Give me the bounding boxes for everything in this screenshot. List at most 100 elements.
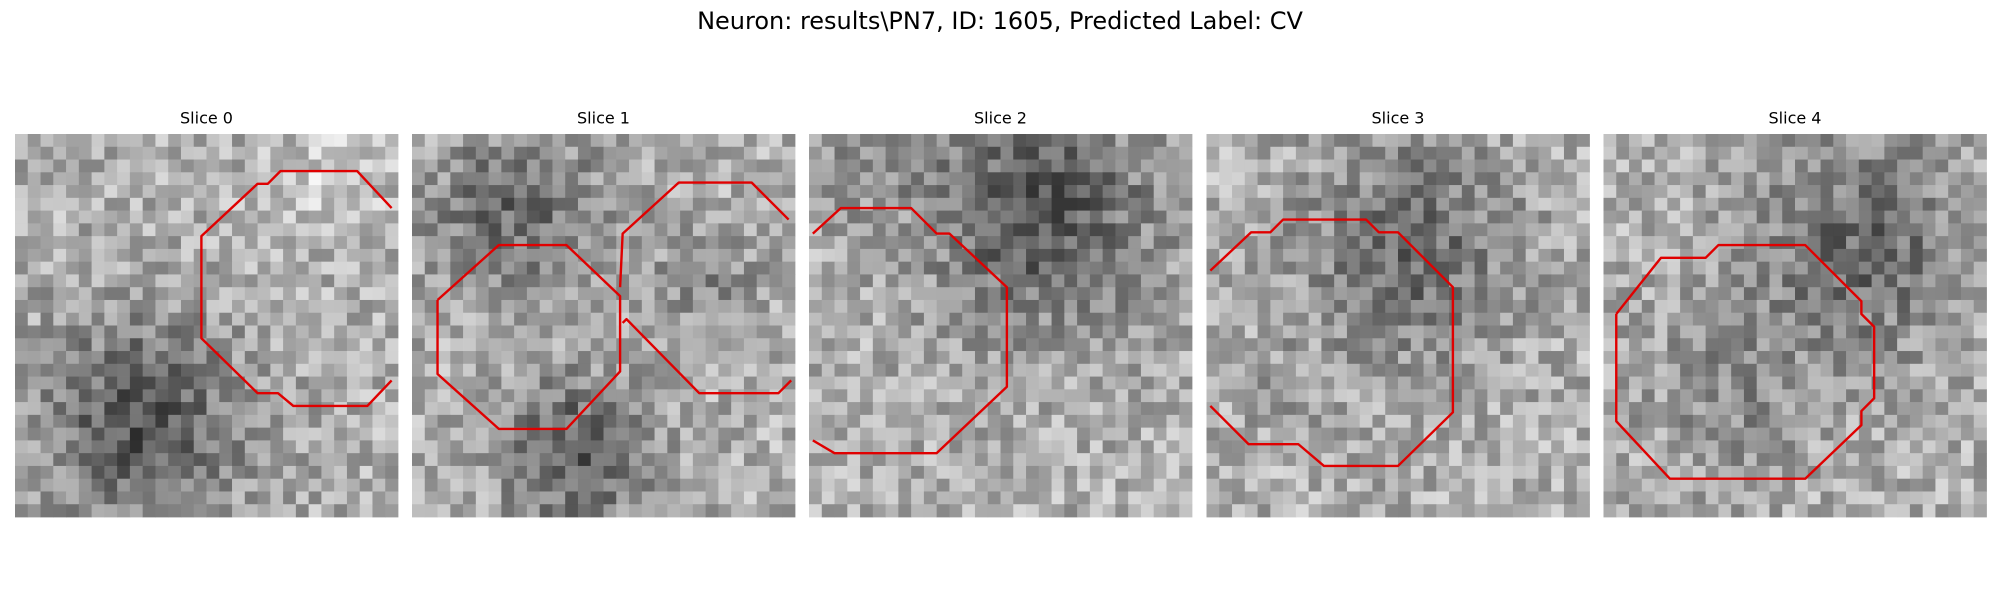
- pixel: [949, 465, 963, 480]
- pixel: [1089, 248, 1104, 263]
- pixel: [1884, 146, 1898, 160]
- pixel: [78, 478, 92, 492]
- pixel: [847, 440, 861, 454]
- pixel: [321, 223, 335, 237]
- pixel: [1525, 351, 1539, 365]
- pixel: [334, 325, 348, 339]
- pixel: [180, 363, 195, 377]
- pixel: [1576, 312, 1590, 326]
- pixel: [1743, 402, 1758, 416]
- pixel: [1603, 351, 1617, 365]
- pixel: [1833, 146, 1847, 160]
- pixel: [1064, 504, 1078, 518]
- pixel: [1563, 363, 1578, 377]
- pixel: [1153, 172, 1167, 186]
- pixel: [680, 491, 694, 505]
- pixel: [1743, 197, 1758, 211]
- pixel: [1718, 299, 1732, 314]
- pixel: [1038, 414, 1052, 429]
- pixel: [463, 389, 477, 403]
- pixel: [834, 210, 848, 224]
- pixel: [437, 210, 451, 224]
- pixel: [1820, 427, 1834, 441]
- pixel: [1206, 453, 1220, 467]
- pixel: [437, 299, 451, 314]
- pixel: [475, 440, 489, 454]
- pixel: [15, 453, 29, 467]
- pixel: [987, 440, 1001, 454]
- pixel: [847, 491, 861, 505]
- pixel: [1935, 159, 1949, 173]
- pixel: [1820, 299, 1834, 314]
- pixel: [743, 440, 758, 454]
- pixel: [1257, 287, 1271, 301]
- pixel: [1500, 210, 1514, 224]
- pixel: [232, 402, 246, 416]
- pixel: [1500, 223, 1514, 237]
- pixel: [1731, 414, 1745, 429]
- pixel: [1153, 146, 1167, 160]
- pixel: [629, 478, 643, 492]
- pixel: [962, 325, 976, 339]
- pixel: [206, 440, 220, 454]
- pixel: [1909, 389, 1924, 403]
- pixel: [244, 402, 258, 416]
- pixel: [718, 402, 732, 416]
- pixel: [1551, 427, 1565, 441]
- pixel: [743, 146, 758, 160]
- pixel: [283, 159, 297, 173]
- slice-image: [1206, 134, 1590, 518]
- pixel: [1000, 465, 1014, 480]
- pixel: [1807, 440, 1821, 454]
- pixel: [206, 376, 220, 390]
- pixel: [1449, 185, 1463, 199]
- pixel: [1449, 210, 1463, 224]
- pixel: [1487, 134, 1501, 148]
- pixel: [1629, 261, 1643, 275]
- pixel: [424, 338, 438, 352]
- pixel: [334, 389, 348, 403]
- pixel: [1385, 274, 1399, 288]
- pixel: [1026, 299, 1040, 314]
- pixel: [1140, 363, 1155, 377]
- pixel: [1283, 159, 1297, 173]
- pixel: [104, 325, 118, 339]
- pixel: [809, 414, 823, 429]
- pixel: [1731, 491, 1745, 505]
- pixel: [1372, 402, 1386, 416]
- pixel: [1960, 185, 1975, 199]
- pixel: [1641, 261, 1655, 275]
- pixel: [206, 453, 220, 467]
- pixel: [1153, 402, 1167, 416]
- pixel: [1654, 338, 1668, 352]
- pixel: [1449, 440, 1463, 454]
- pixel: [1692, 351, 1707, 365]
- pixel: [1140, 299, 1155, 314]
- pixel: [1667, 351, 1681, 365]
- pixel: [1935, 453, 1949, 467]
- pixel: [1820, 146, 1834, 160]
- pixel: [142, 427, 156, 441]
- pixel: [1461, 389, 1475, 403]
- pixel: [654, 338, 668, 352]
- pixel: [756, 440, 770, 454]
- pixel: [782, 197, 796, 211]
- pixel: [1756, 261, 1770, 275]
- pixel: [539, 172, 553, 186]
- pixel: [1077, 465, 1091, 480]
- pixel: [1756, 338, 1770, 352]
- pixel: [117, 261, 131, 275]
- pixel: [1051, 338, 1065, 352]
- pixel: [346, 389, 361, 403]
- pixel: [616, 376, 630, 390]
- pixel: [1385, 402, 1399, 416]
- pixel: [1948, 236, 1962, 250]
- pixel: [1922, 146, 1936, 160]
- pixel: [898, 248, 912, 263]
- pixel: [1000, 172, 1014, 186]
- pixel: [885, 376, 899, 390]
- pixel: [385, 299, 399, 314]
- pixel: [488, 287, 502, 301]
- pixel: [1385, 299, 1399, 314]
- pixel: [1705, 478, 1719, 492]
